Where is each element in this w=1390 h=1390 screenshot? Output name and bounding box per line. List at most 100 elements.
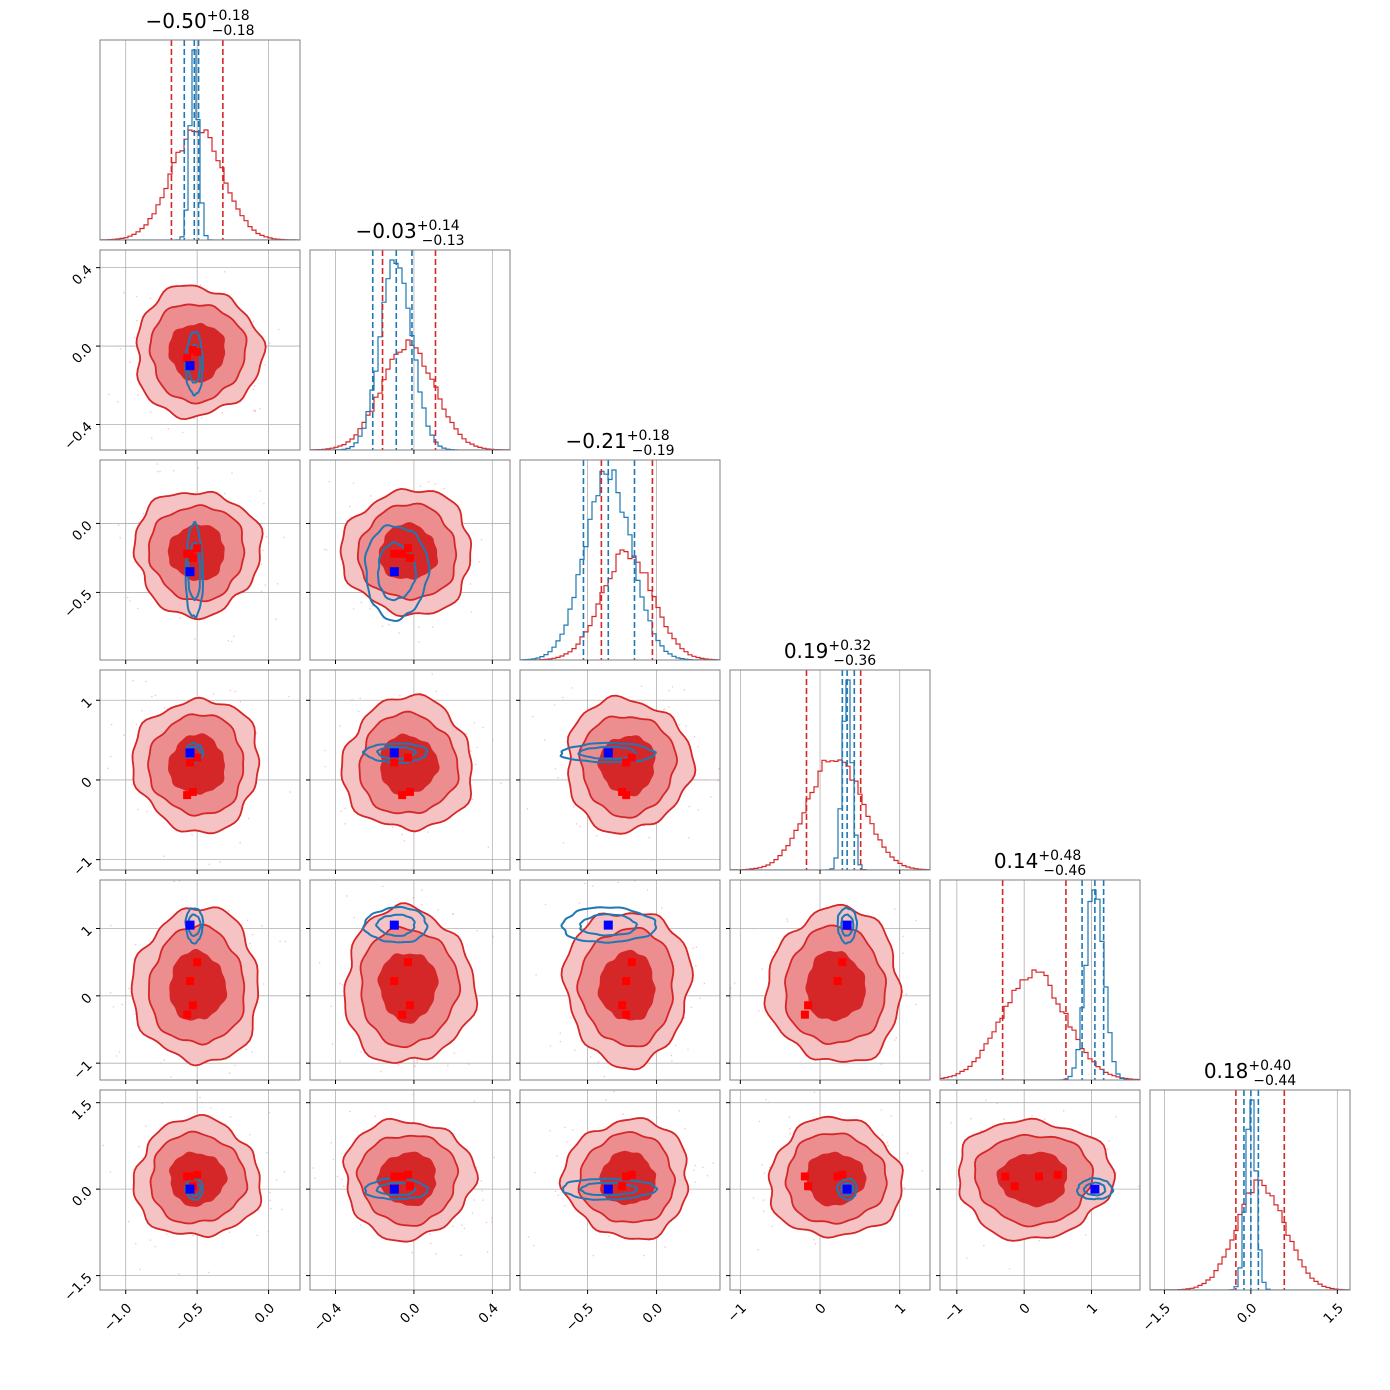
sample-point: [887, 1144, 889, 1147]
red-marker: [622, 791, 631, 800]
blue-marker: [185, 748, 195, 758]
sample-point: [264, 364, 267, 366]
red-marker: [188, 553, 197, 562]
sample-point: [212, 693, 215, 695]
blue-marker: [185, 920, 195, 930]
sample-point: [199, 666, 201, 668]
sample-point: [154, 694, 157, 697]
title-plus: +0.48: [1038, 848, 1081, 864]
panel-content: [310, 880, 510, 1094]
x-tick-label: −0.4: [311, 1300, 345, 1334]
red-marker: [193, 753, 202, 762]
blue-contour: [840, 1182, 855, 1197]
sample-point: [412, 897, 414, 899]
red-marker: [188, 346, 197, 354]
sample-point: [435, 690, 438, 693]
red-marker: [398, 549, 407, 558]
blue-marker: [603, 1184, 613, 1194]
sample-point: [728, 1197, 730, 1199]
red-contour: [167, 523, 225, 581]
sample-point: [846, 1085, 848, 1087]
panel-5-3: −1 0 1: [725, 1085, 931, 1326]
sample-point: [281, 1208, 284, 1211]
sample-point: [102, 1144, 105, 1147]
sample-point: [107, 393, 110, 396]
red-contour: [996, 1151, 1068, 1208]
sample-point: [332, 1158, 335, 1161]
sample-point: [301, 475, 303, 477]
sample-point: [346, 895, 348, 897]
sample-point: [246, 919, 249, 922]
panel-content: [310, 1090, 510, 1290]
sample-point: [330, 1142, 333, 1144]
title-5: 0.18+0.40 −0.44: [1204, 1058, 1296, 1089]
sample-point: [1115, 1171, 1117, 1174]
sample-point: [129, 600, 131, 602]
x-tick-label: 0: [1016, 1300, 1033, 1317]
title-plus: +0.18: [627, 428, 670, 444]
title-plus: +0.14: [417, 218, 460, 234]
panel-content: [100, 40, 300, 240]
title-minus: −0.46: [1043, 863, 1086, 879]
histogram-step: [310, 339, 510, 450]
sample-point: [688, 837, 690, 839]
histogram-step: [520, 469, 720, 660]
sample-point: [786, 920, 789, 923]
sample-point: [531, 715, 534, 718]
panel-1-1: −0.03+0.14 −0.13: [309, 218, 511, 454]
sample-point: [173, 880, 176, 883]
sample-point: [492, 738, 494, 741]
sample-point: [605, 1099, 607, 1101]
sample-point: [165, 1233, 168, 1235]
sample-point: [339, 982, 341, 985]
sample-point: [251, 1082, 253, 1084]
sample-point: [134, 1013, 137, 1015]
panel-3-2: [516, 669, 721, 874]
sample-point: [493, 1156, 495, 1159]
panel-content: [310, 250, 510, 450]
sample-point: [146, 810, 148, 813]
sample-point: [255, 732, 258, 734]
sample-point: [597, 1061, 600, 1063]
sample-point: [360, 1051, 362, 1053]
sample-point: [966, 1257, 968, 1259]
sample-point: [559, 1040, 562, 1043]
red-marker: [833, 1172, 842, 1181]
sample-point: [94, 1135, 96, 1137]
sample-point: [544, 903, 547, 906]
sample-point: [818, 1114, 820, 1116]
red-marker: [188, 787, 197, 796]
sample-point: [834, 872, 836, 874]
sample-point: [352, 608, 355, 610]
sample-point: [789, 1127, 791, 1130]
sample-point: [1008, 1268, 1011, 1270]
sample-point: [690, 1006, 693, 1009]
sample-point: [787, 1100, 789, 1102]
sample-point: [110, 723, 113, 726]
title-median: 0.14: [994, 849, 1039, 873]
sample-point: [562, 842, 565, 844]
sample-point: [549, 1045, 552, 1047]
sample-point: [732, 971, 734, 973]
sample-point: [336, 1175, 339, 1178]
sample-point: [1044, 1118, 1046, 1120]
sample-point: [210, 1107, 212, 1109]
sample-point: [574, 1085, 576, 1087]
title-minus: −0.19: [632, 443, 675, 459]
sample-point: [314, 1177, 316, 1179]
sample-point: [752, 1197, 755, 1199]
red-marker: [186, 977, 194, 986]
sample-point: [397, 1064, 400, 1066]
sample-point: [266, 1151, 268, 1154]
sample-point: [475, 763, 477, 766]
sample-point: [575, 823, 578, 825]
red-marker: [404, 753, 413, 762]
sample-point: [578, 846, 580, 848]
title-plus: +0.32: [828, 638, 871, 654]
sample-point: [268, 1111, 271, 1114]
sample-point: [199, 1096, 201, 1099]
sample-point: [344, 1092, 346, 1094]
sample-point: [461, 1224, 463, 1227]
y-tick-label: −0.4: [61, 419, 95, 453]
